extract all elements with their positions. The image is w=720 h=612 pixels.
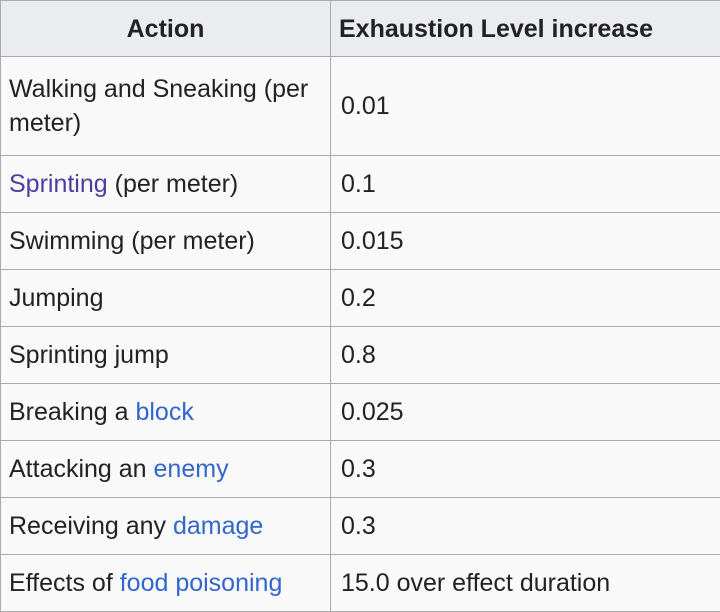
action-text: Swimming (per meter) bbox=[9, 227, 255, 255]
action-cell: Effects of food poisoning bbox=[0, 554, 331, 612]
action-cell: Swimming (per meter) bbox=[0, 212, 331, 270]
table-row: Swimming (per meter) 0.015 bbox=[0, 212, 720, 270]
action-cell: Attacking an enemy bbox=[0, 440, 331, 498]
table-row: Sprinting jump 0.8 bbox=[0, 326, 720, 384]
action-text: Breaking a bbox=[9, 398, 136, 426]
action-cell: Sprinting (per meter) bbox=[0, 155, 331, 213]
table-row: Attacking an enemy 0.3 bbox=[0, 440, 720, 498]
exhaustion-value: 0.015 bbox=[330, 212, 720, 270]
sprinting-link[interactable]: Sprinting bbox=[9, 170, 108, 198]
action-text: Sprinting jump bbox=[9, 341, 169, 369]
block-link[interactable]: block bbox=[135, 398, 194, 426]
action-text: Attacking an bbox=[9, 455, 154, 483]
exhaustion-value: 0.025 bbox=[330, 383, 720, 441]
action-cell: Sprinting jump bbox=[0, 326, 331, 384]
header-exhaustion-level: Exhaustion Level increase bbox=[330, 0, 720, 57]
exhaustion-value: 0.01 bbox=[330, 56, 720, 156]
header-action: Action bbox=[0, 0, 331, 57]
table-row: Jumping 0.2 bbox=[0, 269, 720, 327]
table-row: Receiving any damage 0.3 bbox=[0, 497, 720, 555]
action-text: Walking and Sneaking (per meter) bbox=[9, 75, 309, 137]
action-cell: Receiving any damage bbox=[0, 497, 331, 555]
exhaustion-value: 0.1 bbox=[330, 155, 720, 213]
exhaustion-value: 0.3 bbox=[330, 440, 720, 498]
exhaustion-value: 0.2 bbox=[330, 269, 720, 327]
damage-link[interactable]: damage bbox=[172, 512, 264, 540]
header-row: Action Exhaustion Level increase bbox=[0, 0, 720, 57]
table-row: Sprinting (per meter) 0.1 bbox=[0, 155, 720, 213]
enemy-link[interactable]: enemy bbox=[153, 455, 229, 483]
table-row: Effects of food poisoning 15.0 over effe… bbox=[0, 554, 720, 612]
table-row: Breaking a block 0.025 bbox=[0, 383, 720, 441]
exhaustion-value: 0.8 bbox=[330, 326, 720, 384]
table-row: Walking and Sneaking (per meter) 0.01 bbox=[0, 56, 720, 156]
food-poisoning-link[interactable]: food poisoning bbox=[119, 569, 283, 597]
action-text: Receiving any bbox=[9, 512, 173, 540]
action-cell: Breaking a block bbox=[0, 383, 331, 441]
action-text: Jumping bbox=[9, 284, 104, 312]
exhaustion-value: 0.3 bbox=[330, 497, 720, 555]
action-text: Effects of bbox=[9, 569, 120, 597]
action-cell: Walking and Sneaking (per meter) bbox=[0, 56, 331, 156]
exhaustion-value: 15.0 over effect duration bbox=[330, 554, 720, 612]
action-text: (per meter) bbox=[107, 170, 239, 198]
action-cell: Jumping bbox=[0, 269, 331, 327]
